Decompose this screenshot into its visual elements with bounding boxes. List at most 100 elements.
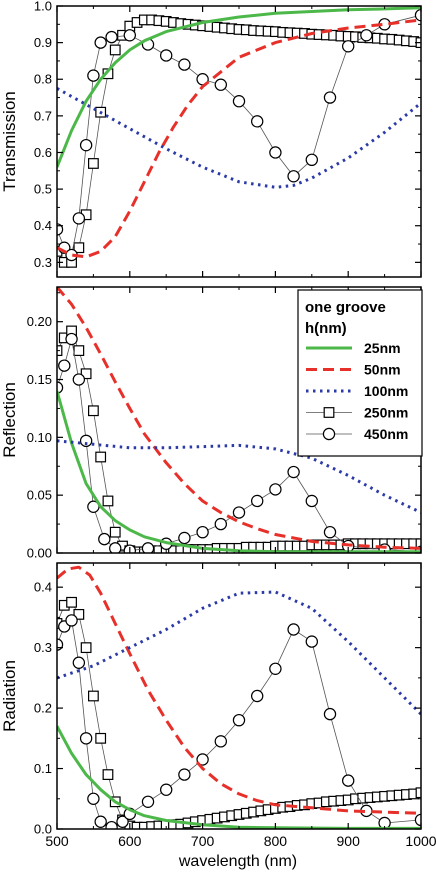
x-tick-label: 700 <box>191 833 215 849</box>
y-tick-label: 0.20 <box>27 314 52 329</box>
y-tick-label: 0.2 <box>34 701 52 716</box>
series-line-450nm <box>57 14 421 256</box>
data-point-450nm <box>305 494 318 508</box>
data-point-450nm <box>178 58 191 71</box>
data-point-450nm <box>323 525 337 539</box>
panels: 0.30.40.50.60.70.80.91.0Transmission0.00… <box>0 0 436 849</box>
data-point-450nm <box>105 30 118 44</box>
data-point-250nm <box>80 642 92 654</box>
data-point-450nm <box>214 78 227 91</box>
series-line-50nm <box>57 18 421 259</box>
data-point-450nm <box>178 531 191 545</box>
series-line-50nm <box>57 565 421 815</box>
y-tick-label: 0.15 <box>27 372 52 387</box>
y-axis-label: Radiation <box>0 660 19 732</box>
legend-label-250nm: 250nm <box>364 405 408 421</box>
y-axis-label: Transmission <box>0 91 19 191</box>
y-axis-label: Reflection <box>0 382 19 458</box>
data-point-450nm <box>251 115 264 128</box>
data-point-250nm <box>95 732 107 744</box>
y-tick-label: 0.7 <box>34 108 52 123</box>
panel-transmission: 0.3 0.4 0.5 0.6 0.7 0.8 0.9 1.0 Transmission <box>0 0 422 278</box>
y-tick-label: 0.0 <box>34 822 52 837</box>
data-point-450nm <box>159 783 173 796</box>
series-line-25nm <box>57 6 421 168</box>
x-tick-label: 900 <box>337 833 361 849</box>
data-point-450nm <box>287 465 300 479</box>
data-point-250nm <box>87 158 99 169</box>
y-tick-label: 0.4 <box>34 218 52 233</box>
plot-area <box>57 287 421 553</box>
data-point-450nm <box>116 815 129 828</box>
data-point-450nm <box>65 614 78 627</box>
data-point-450nm <box>87 69 100 82</box>
data-point-450nm <box>141 795 155 808</box>
data-point-450nm <box>269 662 282 675</box>
legend-items: 25nm 50nm 100nm 250nm 450nm <box>306 340 408 442</box>
data-point-450nm <box>98 532 111 546</box>
y-tick-label: 0.10 <box>27 430 52 445</box>
y-tick-label: 0.3 <box>34 640 52 655</box>
data-point-450nm <box>305 153 318 167</box>
data-point-450nm <box>72 212 86 225</box>
legend-title-line1: one groove <box>305 299 386 316</box>
panel-reflection: 0.00 0.05 0.10 0.15 0.20 Reflection <box>0 286 422 561</box>
data-point-450nm <box>251 689 264 703</box>
data-point-450nm <box>232 506 246 519</box>
y-tick-label: 0.6 <box>34 145 52 160</box>
data-point-250nm <box>102 495 114 507</box>
data-point-250nm <box>80 368 92 380</box>
x-tick-label: 600 <box>118 833 142 849</box>
legend-label-25nm: 25nm <box>364 340 401 356</box>
plot-area <box>57 6 421 268</box>
data-point-450nm <box>360 29 373 42</box>
series-line-100nm <box>57 590 421 716</box>
data-point-250nm <box>87 405 99 417</box>
data-point-450nm <box>232 95 246 108</box>
data-point-450nm <box>109 542 122 553</box>
data-point-250nm <box>87 690 99 702</box>
legend-marker-450nm <box>322 427 336 441</box>
data-point-450nm <box>196 525 209 539</box>
data-point-250nm <box>73 242 85 254</box>
data-point-250nm <box>109 44 121 56</box>
x-axis-label: wavelength (nm) <box>178 853 297 870</box>
data-point-250nm <box>415 787 421 799</box>
data-point-450nm <box>305 635 318 648</box>
data-point-450nm <box>323 707 337 721</box>
data-point-450nm <box>94 36 107 49</box>
data-point-250nm <box>109 526 121 538</box>
data-point-250nm <box>95 451 107 463</box>
legend-label-450nm: 450nm <box>364 426 408 442</box>
y-tick-label: 0.9 <box>34 35 52 50</box>
data-point-250nm <box>73 345 85 357</box>
data-point-450nm <box>94 815 107 828</box>
legend-label-50nm: 50nm <box>364 362 401 378</box>
data-point-250nm <box>73 608 85 620</box>
y-tick-label: 0.05 <box>27 488 52 503</box>
data-point-450nm <box>232 713 246 727</box>
data-point-250nm <box>66 596 77 608</box>
x-tick-label: 500 <box>45 833 69 849</box>
data-point-450nm <box>323 91 337 104</box>
data-point-450nm <box>79 138 93 152</box>
series-line-250nm <box>57 19 421 263</box>
y-tick-label: 0.1 <box>34 761 52 776</box>
data-point-450nm <box>287 623 300 636</box>
data-point-450nm <box>178 768 191 781</box>
data-point-450nm <box>141 542 155 553</box>
legend-label-100nm: 100nm <box>364 383 408 399</box>
y-tick-label: 0.5 <box>34 182 52 197</box>
y-tick-label: 0.8 <box>34 72 52 87</box>
y-tick-label: 0.3 <box>34 255 52 270</box>
x-tick-label: 1000 <box>405 833 436 849</box>
data-point-450nm <box>72 656 86 669</box>
data-point-450nm <box>287 170 300 183</box>
series-line-50nm <box>57 287 421 550</box>
legend: one groove h(nm) 25nm 50nm 100nm 250nm 450nm <box>297 289 423 457</box>
data-point-450nm <box>58 359 71 372</box>
data-point-450nm <box>251 494 264 508</box>
data-point-450nm <box>79 732 93 745</box>
data-point-450nm <box>196 753 209 766</box>
data-point-450nm <box>159 49 173 62</box>
